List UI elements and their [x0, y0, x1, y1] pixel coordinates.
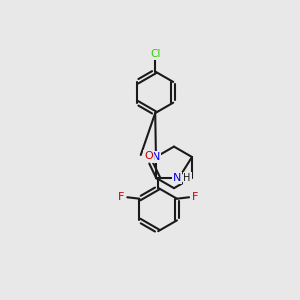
- Text: O: O: [144, 151, 153, 160]
- Text: F: F: [192, 192, 199, 202]
- Text: F: F: [118, 192, 124, 202]
- Text: N: N: [152, 152, 160, 162]
- Text: N: N: [172, 173, 181, 183]
- Text: Cl: Cl: [150, 49, 160, 59]
- Text: H: H: [183, 173, 191, 183]
